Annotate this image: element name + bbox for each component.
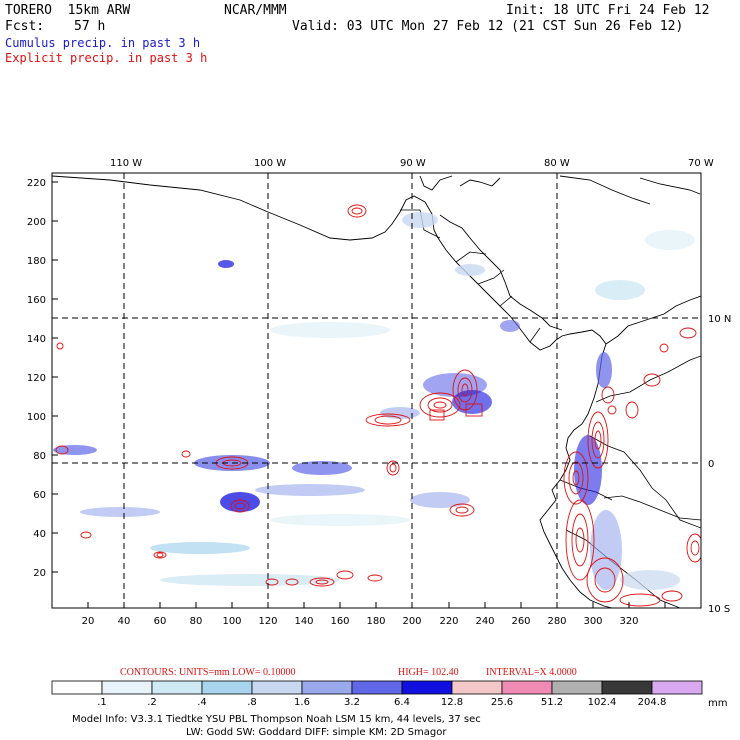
- cumulus-precip-areas: [53, 212, 695, 590]
- colorbar-label: 25.6: [491, 697, 513, 708]
- colorbar: .1 .2 .4 .8 1.6 3.2 6.4 12.8 25.6 51.2 102.4 204.8: [51, 680, 703, 708]
- y-tick-label: 60: [33, 490, 46, 501]
- x-tick-label: 220: [439, 616, 458, 627]
- lon-label-70w: 70 W: [688, 158, 714, 169]
- south-america-borders: [559, 355, 701, 608]
- legend-cumulus: Cumulus precip. in past 3 h: [5, 36, 201, 50]
- contour-interval: INTERVAL=X 4.0000: [486, 667, 577, 678]
- colorbar-swatch: [651, 680, 703, 695]
- y-tick-label: 120: [27, 373, 46, 384]
- x-tick-label: 300: [583, 616, 602, 627]
- colorbar-label: 51.2: [541, 697, 563, 708]
- colorbar-swatch: [251, 680, 303, 695]
- x-tick-label: 20: [82, 616, 95, 627]
- init-time: Init: 18 UTC Fri 24 Feb 12: [506, 3, 710, 18]
- organization-label: NCAR/MMM: [224, 3, 287, 18]
- graticule: [52, 173, 701, 608]
- colorbar-swatch: [201, 680, 253, 695]
- x-tick-label: 240: [475, 616, 494, 627]
- colorbar-label: .2: [147, 697, 157, 708]
- lon-label-100w: 100 W: [254, 158, 286, 169]
- lat-label-10n: 10 N: [708, 314, 731, 325]
- coastline-south-america: [539, 343, 614, 608]
- y-tick-label: 40: [33, 529, 46, 540]
- x-tick-label: 120: [258, 616, 277, 627]
- tick-marks: [52, 181, 666, 608]
- colorbar-swatch: [401, 680, 453, 695]
- model-info-line2: LW: Godd SW: Goddard DIFF: simple KM: 2D…: [186, 727, 447, 738]
- colorbar-label: .4: [197, 697, 207, 708]
- valid-time: Valid: 03 UTC Mon 27 Feb 12 (21 CST Sun …: [292, 19, 684, 34]
- lon-label-80w: 80 W: [544, 158, 570, 169]
- colorbar-label: 1.6: [294, 697, 310, 708]
- colorbar-swatch: [501, 680, 553, 695]
- lat-label-10s: 10 S: [708, 604, 730, 615]
- x-tick-label: 40: [118, 616, 131, 627]
- lon-label-110w: 110 W: [110, 158, 142, 169]
- colorbar-swatch: [601, 680, 653, 695]
- x-tick-label: 320: [619, 616, 638, 627]
- x-tick-label: 260: [511, 616, 530, 627]
- colorbar-label: 3.2: [344, 697, 360, 708]
- colorbar-swatch: [351, 680, 403, 695]
- amazon-river: [603, 495, 701, 521]
- y-tick-label: 220: [27, 178, 46, 189]
- explicit-precip-contours: [55, 204, 701, 607]
- y-tick-label: 80: [33, 451, 46, 462]
- legend-explicit: Explicit precip. in past 3 h: [5, 51, 208, 65]
- colorbar-label: 12.8: [441, 697, 463, 708]
- lat-label-0: 0: [708, 459, 714, 470]
- lon-label-90w: 90 W: [400, 158, 426, 169]
- y-tick-label: 200: [27, 217, 46, 228]
- y-tick-label: 20: [33, 568, 46, 579]
- forecast-label: Fcst:: [5, 19, 45, 34]
- colorbar-swatch: [101, 680, 153, 695]
- x-tick-label: 280: [547, 616, 566, 627]
- colorbar-swatch: [151, 680, 203, 695]
- x-tick-label: 100: [222, 616, 241, 627]
- coastline-mexico: [52, 175, 439, 241]
- cuba-outline: [559, 175, 701, 205]
- colorbar-label: 6.4: [394, 697, 410, 708]
- colorbar-units: mm: [708, 698, 727, 709]
- contour-info: CONTOURS: UNITS=mm LOW= 0.10000: [120, 667, 296, 678]
- model-info-line1: Model Info: V3.3.1 Tiedtke YSU PBL Thomp…: [72, 714, 481, 725]
- y-tick-label: 160: [27, 295, 46, 306]
- contour-high: HIGH= 102.40: [398, 667, 459, 678]
- colorbar-label: 204.8: [638, 697, 667, 708]
- colorbar-swatch: [51, 680, 103, 695]
- x-tick-label: 80: [190, 616, 203, 627]
- model-title: TORERO 15km ARW: [5, 3, 131, 18]
- colorbar-swatch: [451, 680, 503, 695]
- x-tick-label: 60: [154, 616, 167, 627]
- y-tick-label: 180: [27, 256, 46, 267]
- x-tick-label: 140: [294, 616, 313, 627]
- forecast-hours: 57 h: [74, 19, 106, 34]
- colorbar-swatch: [301, 680, 353, 695]
- x-tick-label: 160: [330, 616, 349, 627]
- colorbar-swatch: [551, 680, 603, 695]
- x-tick-label: 180: [366, 616, 385, 627]
- colorbar-label: .1: [97, 697, 107, 708]
- x-tick-label: 200: [402, 616, 421, 627]
- coastline-yucatan: [419, 175, 501, 191]
- y-tick-label: 140: [27, 334, 46, 345]
- colorbar-label: .8: [247, 697, 257, 708]
- y-tick-label: 100: [27, 412, 46, 423]
- colorbar-label: 102.4: [588, 697, 617, 708]
- coastline-central-america-north: [439, 214, 563, 331]
